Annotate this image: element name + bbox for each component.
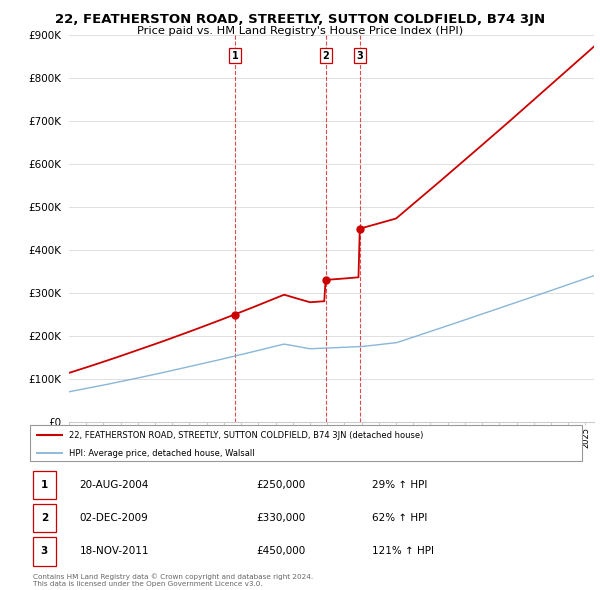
Text: £330,000: £330,000 xyxy=(256,513,305,523)
Text: Price paid vs. HM Land Registry's House Price Index (HPI): Price paid vs. HM Land Registry's House … xyxy=(137,26,463,36)
Text: 121% ↑ HPI: 121% ↑ HPI xyxy=(372,546,434,556)
Text: 22, FEATHERSTON ROAD, STREETLY, SUTTON COLDFIELD, B74 3JN (detached house): 22, FEATHERSTON ROAD, STREETLY, SUTTON C… xyxy=(68,431,423,440)
FancyBboxPatch shape xyxy=(33,537,56,565)
Text: 1: 1 xyxy=(41,480,48,490)
Text: £250,000: £250,000 xyxy=(256,480,305,490)
Text: 22, FEATHERSTON ROAD, STREETLY, SUTTON COLDFIELD, B74 3JN: 22, FEATHERSTON ROAD, STREETLY, SUTTON C… xyxy=(55,13,545,26)
Text: 29% ↑ HPI: 29% ↑ HPI xyxy=(372,480,428,490)
Text: Contains HM Land Registry data © Crown copyright and database right 2024.
This d: Contains HM Land Registry data © Crown c… xyxy=(33,573,313,587)
FancyBboxPatch shape xyxy=(33,471,56,499)
Text: 02-DEC-2009: 02-DEC-2009 xyxy=(80,513,148,523)
Text: 2: 2 xyxy=(322,51,329,61)
Text: 3: 3 xyxy=(41,546,48,556)
Text: £450,000: £450,000 xyxy=(256,546,305,556)
Text: 62% ↑ HPI: 62% ↑ HPI xyxy=(372,513,428,523)
Text: HPI: Average price, detached house, Walsall: HPI: Average price, detached house, Wals… xyxy=(68,449,254,458)
Text: 20-AUG-2004: 20-AUG-2004 xyxy=(80,480,149,490)
FancyBboxPatch shape xyxy=(30,425,582,461)
Text: 18-NOV-2011: 18-NOV-2011 xyxy=(80,546,149,556)
Text: 3: 3 xyxy=(356,51,363,61)
Text: 1: 1 xyxy=(232,51,238,61)
FancyBboxPatch shape xyxy=(33,504,56,532)
Text: 2: 2 xyxy=(41,513,48,523)
